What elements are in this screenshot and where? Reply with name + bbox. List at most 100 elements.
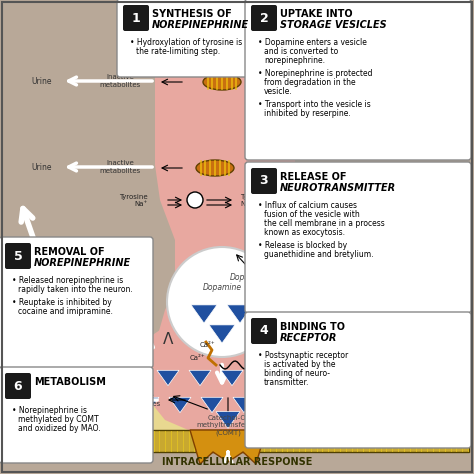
Text: • Norepinephrine is protected: • Norepinephrine is protected [258,69,373,78]
Text: vesicle.: vesicle. [264,87,293,96]
Text: from degradation in the: from degradation in the [264,78,356,87]
Polygon shape [155,5,295,410]
FancyBboxPatch shape [251,168,277,194]
Bar [5,430,469,452]
Text: UPTAKE INTO: UPTAKE INTO [280,9,353,19]
Text: SYNAPTIC
SPACE: SYNAPTIC SPACE [355,405,405,425]
Text: methylated by COMT: methylated by COMT [18,415,99,424]
Polygon shape [253,370,275,386]
Text: Norepinephrine: Norepinephrine [270,392,327,398]
Text: Presynaptic
receptor: Presynaptic receptor [309,412,349,426]
Text: Ca²⁺: Ca²⁺ [200,342,216,348]
Text: Dopamine: Dopamine [202,283,242,292]
Text: RECEPTOR: RECEPTOR [280,333,337,343]
Circle shape [167,247,277,357]
Ellipse shape [196,160,234,176]
Text: RELEASE OF: RELEASE OF [280,172,346,182]
Text: fusion of the vesicle with: fusion of the vesicle with [264,210,360,219]
Text: Urine: Urine [31,76,52,85]
Text: INTRACELLULAR RESPONSE: INTRACELLULAR RESPONSE [162,457,312,467]
FancyBboxPatch shape [0,367,153,463]
Text: NOREPINEPHRINE: NOREPINEPHRINE [152,20,249,30]
Ellipse shape [203,74,241,90]
Text: is activated by the: is activated by the [264,360,336,369]
FancyBboxPatch shape [251,5,277,31]
Polygon shape [190,430,266,464]
Text: 1: 1 [132,11,140,25]
Polygon shape [216,411,240,428]
Text: Tyrosine
Na⁺: Tyrosine Na⁺ [240,193,269,207]
Text: Synaptic
vesicle: Synaptic vesicle [282,310,312,324]
Text: guanethidine and bretylium.: guanethidine and bretylium. [264,250,374,259]
FancyBboxPatch shape [123,5,149,31]
Circle shape [251,263,265,277]
Text: Urine: Urine [45,395,65,404]
Polygon shape [137,397,159,413]
Text: REMOVAL OF: REMOVAL OF [34,247,105,257]
Text: • Influx of calcium causes: • Influx of calcium causes [258,201,357,210]
Polygon shape [221,370,243,386]
Bar [5,360,469,435]
Text: DOPA: DOPA [260,213,284,222]
Text: 4: 4 [260,325,268,337]
Polygon shape [209,325,235,343]
Text: Urine: Urine [31,163,52,172]
FancyBboxPatch shape [251,318,277,344]
Text: 3: 3 [260,174,268,188]
Text: • Reuptake is inhibited by: • Reuptake is inhibited by [12,298,112,307]
Text: and is converted to: and is converted to [264,47,338,56]
Polygon shape [169,397,191,413]
FancyBboxPatch shape [0,237,153,368]
Text: Inactive
metabolites: Inactive metabolites [119,393,161,407]
Text: the rate-limiting step.: the rate-limiting step. [136,47,220,56]
Text: • Dopamine enters a vesicle: • Dopamine enters a vesicle [258,38,367,47]
Text: and oxidized by MAO.: and oxidized by MAO. [18,424,100,433]
Text: NOREPINEPHRINE: NOREPINEPHRINE [34,258,131,268]
Text: Λ: Λ [163,332,173,347]
Text: SYNTHESIS OF: SYNTHESIS OF [152,9,232,19]
Text: Ca²⁺: Ca²⁺ [190,355,206,361]
Text: norepinephrine.: norepinephrine. [264,56,325,65]
FancyBboxPatch shape [5,373,31,399]
Text: 6: 6 [14,380,22,392]
Text: • Released norepinephrine is: • Released norepinephrine is [12,276,123,285]
Polygon shape [189,370,211,386]
Circle shape [268,358,282,372]
Text: • Norepinephrine is: • Norepinephrine is [12,406,87,415]
Text: cocaine and imipramine.: cocaine and imipramine. [18,307,113,316]
Text: Inactive
metabolites: Inactive metabolites [100,74,141,88]
Polygon shape [157,370,179,386]
Text: Inactive
metabolites: Inactive metabolites [100,160,141,174]
Circle shape [187,192,203,208]
Text: transmitter.: transmitter. [264,378,310,387]
Text: NEUROTRANSMITTER: NEUROTRANSMITTER [280,183,396,193]
Text: BINDING TO: BINDING TO [280,322,345,332]
Text: binding of neuro-: binding of neuro- [264,369,330,378]
Text: inhibited by reserpine.: inhibited by reserpine. [264,109,351,118]
FancyBboxPatch shape [5,243,31,269]
Text: Dopamine: Dopamine [260,243,299,252]
Text: • Postsynaptic receptor: • Postsynaptic receptor [258,351,348,360]
Polygon shape [201,397,223,413]
Text: 2: 2 [260,11,268,25]
FancyBboxPatch shape [117,0,348,77]
Text: Catechol-O-
methyltransferase
(COMT): Catechol-O- methyltransferase (COMT) [196,415,260,437]
Polygon shape [145,330,295,435]
Text: • Transport into the vesicle is: • Transport into the vesicle is [258,100,371,109]
FancyBboxPatch shape [245,0,471,160]
Text: Tyrosine
Na⁺: Tyrosine Na⁺ [119,193,148,207]
Text: known as exocytosis.: known as exocytosis. [264,228,345,237]
Text: the cell membrane in a process: the cell membrane in a process [264,219,385,228]
FancyBboxPatch shape [245,162,471,313]
Text: • Release is blocked by: • Release is blocked by [258,241,347,250]
FancyBboxPatch shape [245,312,471,448]
Text: rapidly taken into the neuron.: rapidly taken into the neuron. [18,285,133,294]
Text: METABOLISM: METABOLISM [34,377,106,387]
Text: • Hydroxylation of tyrosine is: • Hydroxylation of tyrosine is [130,38,242,47]
Text: Norepinephrine: Norepinephrine [244,79,298,85]
FancyBboxPatch shape [298,358,360,404]
Polygon shape [5,360,469,430]
Text: STORAGE VESICLES: STORAGE VESICLES [280,20,387,30]
Polygon shape [227,305,253,323]
Text: 5: 5 [14,249,22,263]
